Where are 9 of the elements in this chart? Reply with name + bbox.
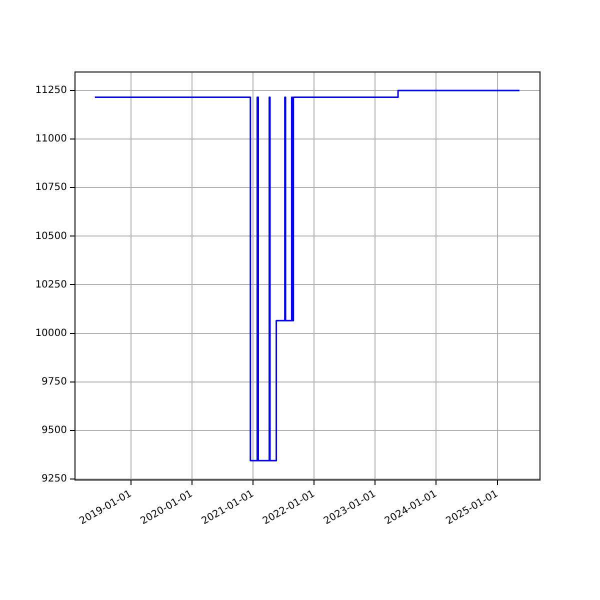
y-tick-label: 9500	[42, 425, 67, 436]
y-tick-label: 10250	[35, 279, 67, 290]
y-tick-label: 10750	[35, 182, 67, 194]
y-tick-label: 9250	[42, 474, 67, 485]
y-tick-label: 10500	[35, 230, 67, 242]
y-tick-label: 11250	[35, 85, 67, 96]
y-tick-label: 10000	[35, 328, 67, 339]
y-tick-label: 11000	[35, 134, 67, 145]
y-tick-label: 9750	[42, 376, 67, 388]
